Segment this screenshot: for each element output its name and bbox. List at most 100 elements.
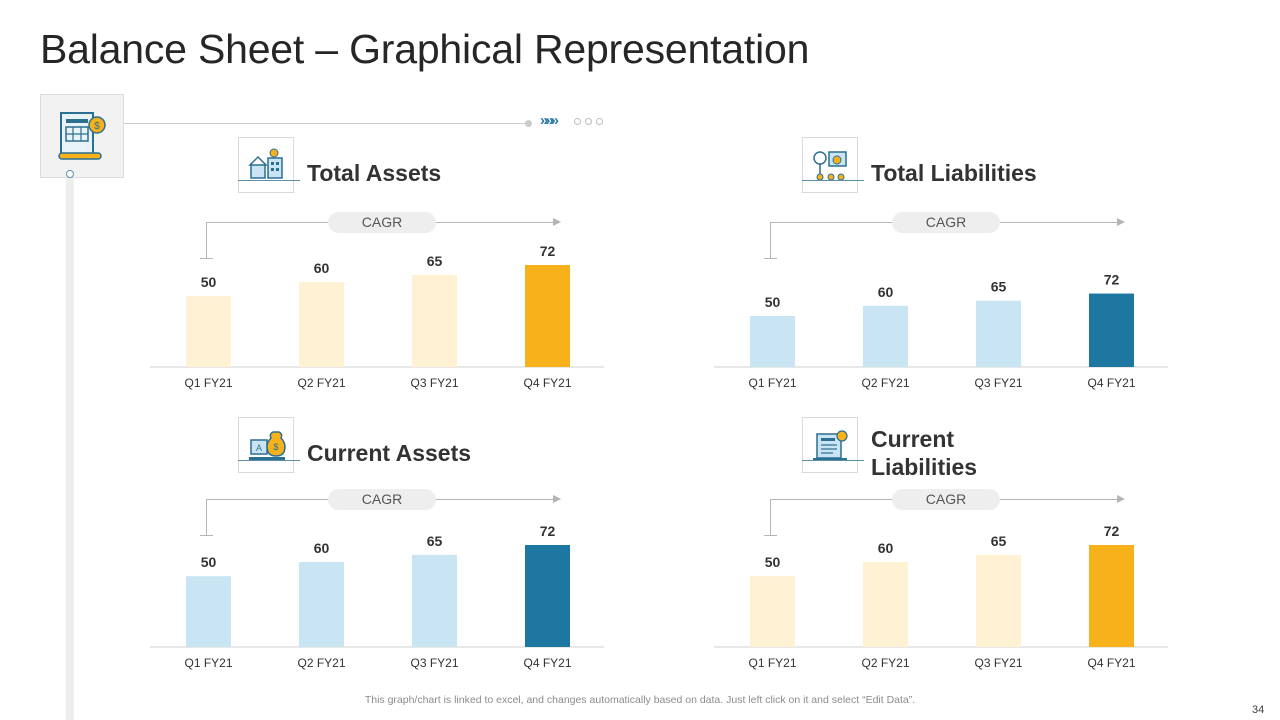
cagr-line-tick — [764, 258, 777, 259]
page-title: Balance Sheet – Graphical Representation — [40, 26, 810, 72]
panel-total-assets: Total Assets CAGR 50 Q1 FY21 60 Q2 FY21 65 Q3… — [150, 137, 620, 407]
panel-title: Total Assets — [307, 160, 442, 186]
buildings-icon — [248, 148, 283, 179]
data-label: 72 — [1104, 523, 1120, 539]
bar-q4-fy21[interactable] — [525, 545, 570, 647]
cagr-line-vertical — [206, 499, 207, 535]
bar-q1-fy21[interactable] — [186, 576, 231, 647]
x-tick-label: Q1 FY21 — [184, 376, 232, 390]
panel-total-liabilities: Total Liabilities CAGR 50 Q1 FY21 60 Q2 FY2… — [714, 137, 1184, 407]
data-label: 65 — [991, 533, 1007, 549]
data-label: 50 — [201, 554, 217, 570]
bar-q2-fy21[interactable] — [299, 562, 344, 647]
svg-text:$: $ — [94, 121, 100, 132]
data-label: 65 — [991, 279, 1007, 295]
bar-chart-current-assets: 50 Q1 FY21 60 Q2 FY21 65 Q3 FY21 72 Q4 FY21 — [150, 523, 604, 670]
x-tick-label: Q1 FY21 — [748, 656, 796, 670]
svg-text:A: A — [256, 443, 262, 453]
data-label: 65 — [427, 253, 443, 269]
cagr-label: CAGR — [892, 212, 1000, 233]
panel-current-liabilities: Current Liabilities CAGR 50 Q1 FY21 60 Q2 F… — [714, 417, 1184, 687]
panel-title: Current Assets — [307, 440, 472, 466]
x-tick-label: Q2 FY21 — [297, 376, 345, 390]
bar-chart-total-assets: 50 Q1 FY21 60 Q2 FY21 65 Q3 FY21 72 Q4 FY21 — [150, 243, 604, 390]
cagr-line-tick — [200, 535, 213, 536]
bar-q3-fy21[interactable] — [412, 554, 457, 647]
bar-chart-total-liabilities: 50 Q1 FY21 60 Q2 FY21 65 Q3 FY21 72 Q4 FY21 — [714, 272, 1168, 390]
bar-q4-fy21[interactable] — [1089, 293, 1134, 367]
cagr-label: CAGR — [892, 489, 1000, 510]
icon-underline — [802, 460, 864, 461]
icon-box — [802, 137, 858, 193]
x-tick-label: Q3 FY21 — [410, 656, 458, 670]
bar-q2-fy21[interactable] — [863, 305, 908, 367]
bar-q1-fy21[interactable] — [750, 576, 795, 647]
data-label: 65 — [427, 533, 443, 549]
data-label: 72 — [1104, 272, 1120, 288]
bar-q1-fy21[interactable] — [186, 296, 231, 367]
cagr-line-tick — [764, 535, 777, 536]
svg-text:$: $ — [273, 442, 278, 452]
icon-box — [238, 137, 294, 193]
x-tick-label: Q2 FY21 — [861, 656, 909, 670]
timeline-dot — [66, 170, 74, 178]
data-label: 50 — [201, 274, 217, 290]
x-tick-label: Q3 FY21 — [974, 376, 1022, 390]
data-label: 72 — [540, 243, 556, 259]
bar-chart-current-liabilities: 50 Q1 FY21 60 Q2 FY21 65 Q3 FY21 72 Q4 FY21 — [714, 523, 1168, 670]
data-label: 72 — [540, 523, 556, 539]
data-label: 60 — [878, 284, 894, 300]
panel-title: Current Liabilities — [871, 426, 978, 480]
money-bag-icon: A $ — [249, 431, 286, 460]
timeline-bar — [66, 178, 74, 720]
cagr-arrow-icon — [553, 218, 561, 226]
header-connector-line — [124, 123, 528, 124]
icon-underline — [238, 180, 300, 181]
x-tick-label: Q4 FY21 — [1087, 656, 1135, 670]
cagr-arrow-icon — [1117, 495, 1125, 503]
x-tick-label: Q3 FY21 — [974, 656, 1022, 670]
invoice-icon — [813, 430, 848, 461]
panel-current-assets: A $ Current Assets CAGR 50 Q1 FY21 60 Q2 FY… — [150, 417, 620, 687]
data-label: 50 — [765, 554, 781, 570]
footer-note: This graph/chart is linked to excel, and… — [364, 694, 916, 706]
x-tick-label: Q2 FY21 — [861, 376, 909, 390]
bar-q3-fy21[interactable] — [976, 554, 1021, 647]
cagr-arrow-icon — [553, 495, 561, 503]
panel-title: Total Liabilities — [871, 160, 1037, 186]
data-label: 60 — [314, 260, 330, 276]
x-tick-label: Q4 FY21 — [1087, 376, 1135, 390]
cagr-arrow-icon — [1117, 218, 1125, 226]
data-label: 60 — [314, 540, 330, 556]
progress-circles — [574, 118, 603, 125]
data-label: 60 — [878, 540, 894, 556]
bar-q3-fy21[interactable] — [412, 274, 457, 367]
icon-underline — [238, 460, 300, 461]
chevrons-icon: »»» — [540, 112, 559, 129]
icon-box: A $ — [238, 417, 294, 473]
bar-q3-fy21[interactable] — [976, 300, 1021, 367]
cagr-label: CAGR — [328, 489, 436, 510]
bar-q4-fy21[interactable] — [1089, 545, 1134, 647]
bar-q1-fy21[interactable] — [750, 316, 795, 367]
connector-dot — [525, 120, 532, 127]
icon-underline — [802, 180, 864, 181]
x-tick-label: Q1 FY21 — [748, 376, 796, 390]
cagr-line-vertical — [206, 222, 207, 258]
cagr-line-tick — [200, 258, 213, 259]
bar-q2-fy21[interactable] — [863, 562, 908, 647]
x-tick-label: Q3 FY21 — [410, 376, 458, 390]
balance-sheet-document-icon: $ — [58, 112, 106, 160]
x-tick-label: Q1 FY21 — [184, 656, 232, 670]
cagr-line-vertical — [770, 499, 771, 535]
x-tick-label: Q2 FY21 — [297, 656, 345, 670]
x-tick-label: Q4 FY21 — [523, 656, 571, 670]
bar-q2-fy21[interactable] — [299, 282, 344, 367]
x-tick-label: Q4 FY21 — [523, 376, 571, 390]
document-icon-box: $ — [40, 94, 124, 178]
cagr-line-vertical — [770, 222, 771, 258]
icon-box — [802, 417, 858, 473]
data-label: 50 — [765, 294, 781, 310]
bar-q4-fy21[interactable] — [525, 265, 570, 367]
page-number: 34 — [1252, 704, 1265, 716]
